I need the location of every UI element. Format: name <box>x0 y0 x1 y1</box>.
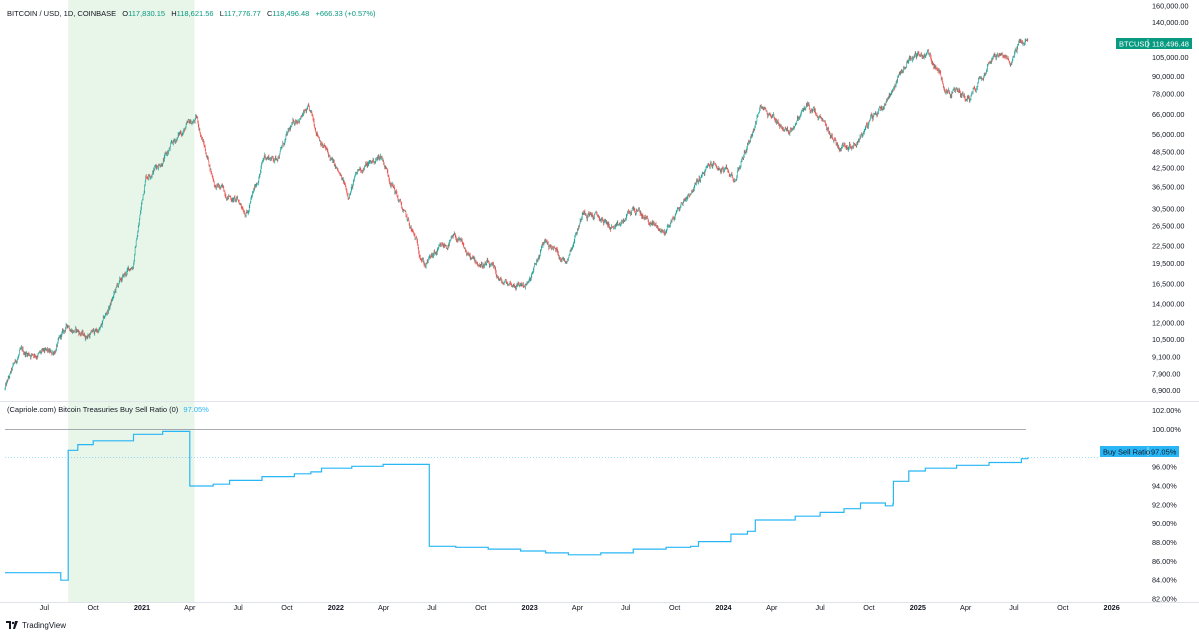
price-tick-label: 36,500.00 <box>1152 182 1184 191</box>
ratio-tick-label: 96.00% <box>1152 463 1177 472</box>
time-tick-label: Oct <box>669 603 680 612</box>
price-tick-label: 160,000.00 <box>1152 2 1189 11</box>
ratio-tick-label: 92.00% <box>1152 500 1177 509</box>
price-tick-label: 56,000.00 <box>1152 130 1184 139</box>
time-tick-label: Jul <box>40 603 50 612</box>
time-tick-label: Apr <box>378 603 390 612</box>
ratio-axis: 102.00%100.00%98.00%96.00%94.00%92.00%90… <box>1152 406 1181 603</box>
ratio-tick-label: 102.00% <box>1152 406 1181 415</box>
price-tick-label: 26,500.00 <box>1152 222 1184 231</box>
price-tick-label: 19,500.00 <box>1152 259 1184 268</box>
ratio-tick-label: 94.00% <box>1152 482 1177 491</box>
ratio-tick-label: 86.00% <box>1152 557 1177 566</box>
price-tag-value: 118,496.48 <box>1152 40 1189 49</box>
time-tick-label: 2025 <box>910 603 926 612</box>
price-tick-label: 30,500.00 <box>1152 204 1184 213</box>
price-tick-label: 12,000.00 <box>1152 318 1184 327</box>
indicator-title[interactable]: (Capriole.com) Bitcoin Treasuries Buy Se… <box>7 405 209 414</box>
time-tick-label: Apr <box>766 603 778 612</box>
price-tick-label: 105,000.00 <box>1152 53 1189 62</box>
price-tick-label: 9,100.00 <box>1152 352 1180 361</box>
time-tick-label: Apr <box>572 603 584 612</box>
time-tick-label: 2023 <box>522 603 538 612</box>
ratio-tick-label: 84.00% <box>1152 576 1177 585</box>
time-tick-label: 2024 <box>715 603 732 612</box>
price-candles <box>4 38 1029 391</box>
ratio-tag: Buy Sell Ratio 97.05% <box>1100 446 1179 457</box>
ratio-tag-name: Buy Sell Ratio <box>1103 448 1150 457</box>
price-tick-label: 14,000.00 <box>1152 300 1184 309</box>
price-tick-label: 78,000.00 <box>1152 89 1184 98</box>
ratio-tick-label: 100.00% <box>1152 425 1181 434</box>
time-tick-label: 2021 <box>134 603 150 612</box>
time-tick-label: Oct <box>863 603 874 612</box>
tradingview-logo-icon <box>6 621 18 629</box>
time-tick-label: 2022 <box>328 603 344 612</box>
chart-grid <box>5 429 1100 458</box>
price-tick-label: 48,500.00 <box>1152 148 1184 157</box>
ratio-series-line <box>5 430 1029 581</box>
time-tick-label: Jul <box>815 603 825 612</box>
time-tick-label: Jul <box>1009 603 1019 612</box>
time-tick-label: Oct <box>1057 603 1068 612</box>
price-tick-label: 7,900.00 <box>1152 370 1180 379</box>
price-axis: 160,000.00 140,000.00 105,000.00 90,000.00 7… <box>1152 2 1189 396</box>
footer-brand: TradingView <box>22 620 67 630</box>
price-tick-label: 66,000.00 <box>1152 110 1184 119</box>
price-tick-label: 42,500.00 <box>1152 164 1184 173</box>
time-tick-label: Oct <box>87 603 98 612</box>
time-tick-label: Apr <box>960 603 972 612</box>
time-tick-label: Jul <box>621 603 631 612</box>
price-tag-name: BTCUSD <box>1119 40 1150 49</box>
time-tick-label: Jul <box>427 603 437 612</box>
time-tick-label: Oct <box>475 603 486 612</box>
price-tag: BTCUSD 118,496.48 <box>1116 38 1192 49</box>
price-tick-label: 16,500.00 <box>1152 280 1184 289</box>
ratio-tag-value: 97.05% <box>1151 448 1177 457</box>
chart-background <box>68 0 195 602</box>
price-tick-label: 6,900.00 <box>1152 386 1180 395</box>
price-tick-label: 140,000.00 <box>1152 18 1189 27</box>
time-tick-label: Jul <box>233 603 243 612</box>
time-tick-label: Apr <box>184 603 196 612</box>
footer[interactable]: TradingView <box>6 619 66 631</box>
price-tick-label: 90,000.00 <box>1152 72 1184 81</box>
time-axis: Jul Oct 2021 Apr Jul Oct 2022 Apr Jul Oct 2023 Apr J… <box>40 603 1120 612</box>
time-tick-label: 2026 <box>1104 603 1120 612</box>
symbol-title[interactable]: BITCOIN / USD, 1D, COINBASE O117,830.15 … <box>7 9 376 18</box>
price-tick-label: 22,500.00 <box>1152 242 1184 251</box>
ratio-line-layer <box>5 430 1029 581</box>
ratio-tick-label: 88.00% <box>1152 538 1177 547</box>
ratio-tick-label: 82.00% <box>1152 595 1177 604</box>
highlight-band <box>68 0 195 602</box>
ratio-tick-label: 90.00% <box>1152 519 1177 528</box>
price-tick-label: 10,500.00 <box>1152 335 1184 344</box>
time-tick-label: Oct <box>281 603 292 612</box>
